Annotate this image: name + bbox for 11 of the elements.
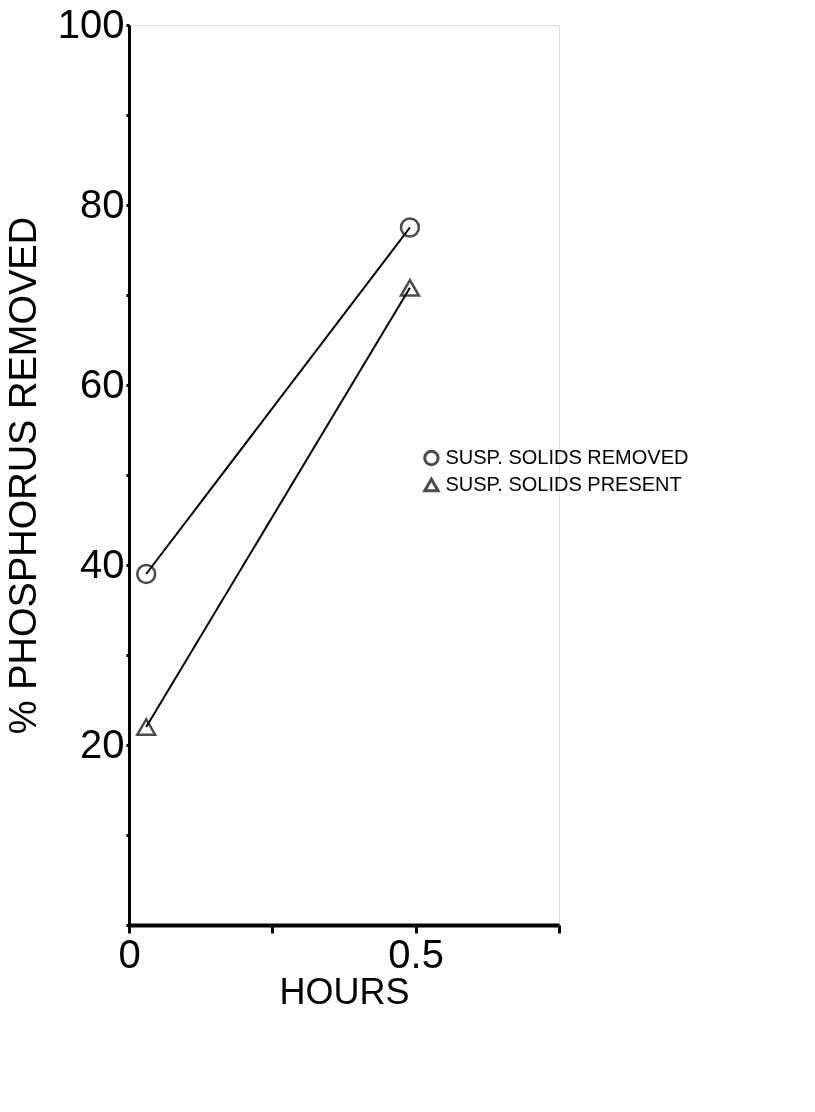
point: [136, 563, 157, 585]
x-tick-label: 0: [118, 931, 141, 976]
y-axis-title: % PHOSPHORUS REMOVED: [1, 216, 44, 735]
legend-label: SUSP. SOLIDS PRESENT: [445, 473, 682, 495]
y-tick-label: 20: [80, 721, 125, 766]
y-tick-label: 40: [80, 541, 125, 586]
legend-label: SUSP. SOLIDS REMOVED: [445, 446, 689, 468]
y-tick-label: 100: [57, 1, 125, 46]
point: [399, 217, 421, 238]
y-tick-label: 60: [80, 361, 125, 406]
y-tick-label: 80: [80, 181, 125, 226]
